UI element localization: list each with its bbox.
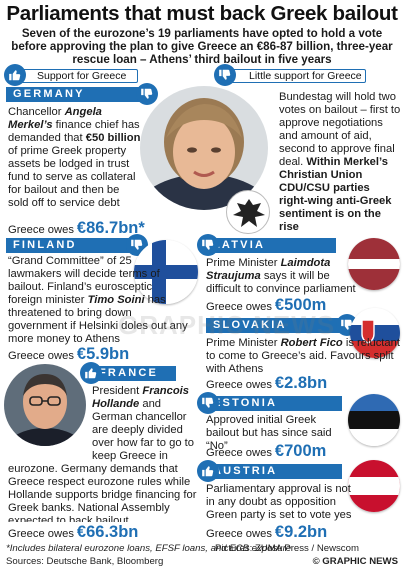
graphic-news-credit: © GRAPHIC NEWS (312, 556, 398, 567)
country-banner-slovakia: SLOVAKIA (206, 318, 342, 333)
estonia-owes: Greece owes €700m (206, 442, 327, 460)
slovakia-flag (350, 308, 400, 358)
slovakia-owes: Greece owes €2.8bn (206, 374, 328, 392)
country-banner-finland: FINLAND (6, 238, 134, 253)
france-owes: Greece owes €66.3bn (8, 523, 139, 541)
austria-owes: Greece owes €9.2bn (206, 523, 328, 541)
hollande-photo (4, 364, 86, 446)
legend-little-support-label: Little support for Greece (249, 70, 362, 82)
country-banner-latvia: LATVIA (206, 238, 336, 253)
country-banner-austria: AUSTRIA (206, 464, 342, 479)
thumbs-down-icon (197, 234, 219, 256)
latvia-flag (348, 238, 400, 290)
finland-flag (134, 240, 198, 304)
bundestag-eagle-icon (226, 190, 270, 234)
estonia-flag (348, 394, 400, 446)
latvia-text: Prime Minister Laimdota Straujuma says i… (206, 257, 356, 295)
page-subtitle: Seven of the eurozone’s 19 parliaments h… (11, 27, 393, 66)
austria-text: Parliamentary approval is not in any dou… (206, 483, 352, 521)
slovakia-text: Prime Minister Robert Fico is reluctant … (206, 337, 400, 375)
country-banner-estonia: ESTONIA (206, 396, 342, 411)
legend-little-support: Little support for Greece (226, 69, 366, 83)
sources: Sources: Deutsche Bank, Bloomberg (6, 556, 164, 567)
germany-text: Chancellor Angela Merkel’s finance chief… (8, 106, 141, 209)
thumbs-down-icon (214, 64, 236, 86)
thumbs-up-icon (4, 64, 26, 86)
france-text: President Francois Hollande and German c… (8, 385, 197, 522)
pictures-credit: Pictures: ZUMA Press / Newscom (215, 543, 359, 554)
latvia-owes: Greece owes €500m (206, 296, 327, 314)
legend-support: Support for Greece (14, 69, 138, 83)
footnote: *Includes bilateral eurozone loans, EFSF… (6, 543, 292, 554)
watermark: GRAPHIC NEWS (118, 310, 336, 340)
thumbs-up-icon (80, 362, 102, 384)
austria-flag (348, 460, 400, 512)
finland-text: “Grand Committee” of 25 lawmakers will d… (8, 255, 188, 345)
country-banner-germany: GERMANY (6, 87, 146, 102)
germany-right-text: Bundestag will hold two votes on bailout… (279, 91, 401, 233)
germany-owes: Greece owes €86.7bn* (8, 219, 145, 237)
thumbs-down-icon (197, 392, 219, 414)
finland-owes: Greece owes €5.9bn (8, 345, 130, 363)
estonia-text: Approved initial Greek bailout but has s… (206, 414, 332, 452)
thumbs-up-icon (197, 460, 219, 482)
country-banner-france: FRANCE (92, 366, 176, 381)
page-title: Parliaments that must back Greek bailout (6, 2, 398, 25)
legend-support-label: Support for Greece (37, 70, 127, 82)
thumbs-down-icon (136, 83, 158, 105)
